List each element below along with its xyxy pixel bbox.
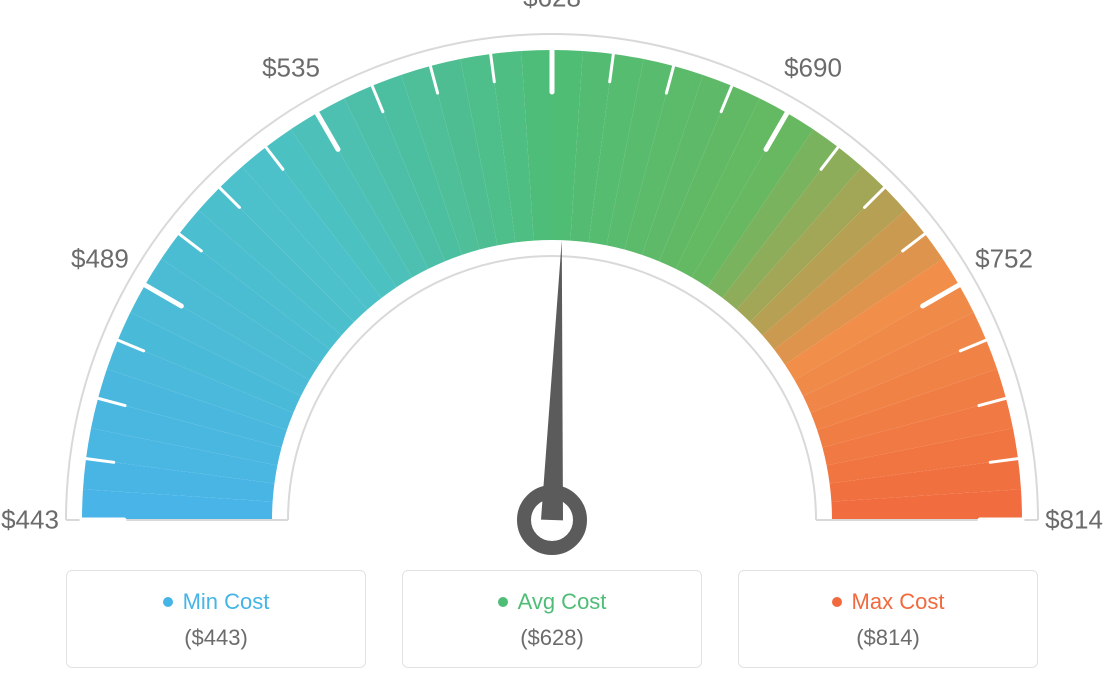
legend-dot-min — [163, 597, 173, 607]
legend-value-avg: ($628) — [403, 625, 701, 651]
legend-card-max: Max Cost ($814) — [738, 570, 1038, 668]
tick-label: $443 — [1, 505, 59, 536]
legend: Min Cost ($443) Avg Cost ($628) Max Cost… — [26, 570, 1078, 668]
legend-label-min: Min Cost — [183, 589, 270, 615]
legend-card-min: Min Cost ($443) — [66, 570, 366, 668]
legend-dot-max — [832, 597, 842, 607]
legend-card-avg: Avg Cost ($628) — [402, 570, 702, 668]
tick-label: $690 — [784, 52, 842, 83]
tick-label: $489 — [71, 244, 129, 275]
legend-label-max: Max Cost — [852, 589, 945, 615]
tick-label: $628 — [523, 0, 581, 14]
tick-label: $814 — [1045, 505, 1103, 536]
tick-label: $752 — [975, 244, 1033, 275]
legend-value-min: ($443) — [67, 625, 365, 651]
gauge-svg — [0, 0, 1104, 560]
tick-label: $535 — [262, 52, 320, 83]
legend-dot-avg — [498, 597, 508, 607]
gauge-chart: $443 $489 $535 $628 $690 $752 $814 — [0, 0, 1104, 560]
legend-value-max: ($814) — [739, 625, 1037, 651]
legend-label-avg: Avg Cost — [518, 589, 607, 615]
